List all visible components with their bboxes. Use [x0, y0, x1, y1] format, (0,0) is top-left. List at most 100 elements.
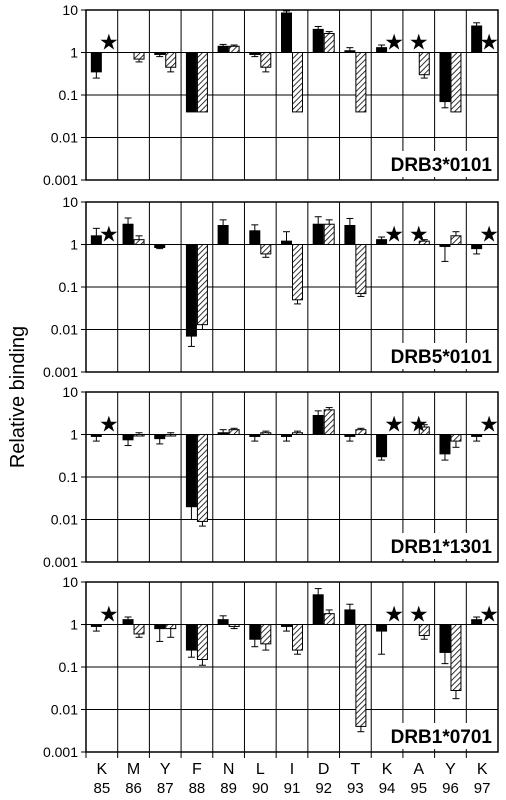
x-category-position: 88: [189, 780, 206, 795]
hatched-bar: [165, 434, 177, 437]
panel-title: DRB1*1301: [391, 537, 493, 558]
x-category-residue: Y: [445, 761, 456, 778]
hatched-bar: [418, 52, 430, 76]
solid-bar: [281, 12, 292, 54]
solid-bar: [312, 223, 324, 246]
hatched-bar: [355, 624, 367, 727]
panel-title: DRB5*0101: [391, 347, 493, 368]
hatched-bar: [355, 52, 367, 113]
significance-star-icon: ★: [99, 30, 119, 55]
x-category-residue: A: [413, 761, 424, 778]
y-axis-label: Relative binding: [7, 326, 29, 468]
solid-bar: [439, 434, 451, 455]
solid-bar: [439, 52, 451, 103]
x-category-position: 95: [410, 780, 427, 795]
solid-bar: [281, 240, 292, 245]
solid-bar: [122, 434, 134, 441]
hatched-bar: [133, 434, 145, 437]
x-category-position: 94: [379, 780, 396, 795]
hatched-bar: [260, 624, 272, 645]
x-category-position: 89: [220, 780, 237, 795]
x-category-residue: I: [290, 761, 294, 778]
hatched-bar: [292, 244, 303, 301]
solid-bar: [122, 619, 134, 626]
hatched-bar: [450, 624, 462, 691]
y-tick-label: 10: [62, 574, 78, 590]
y-tick-label: 0.1: [59, 659, 79, 675]
panel-title-bg: [373, 723, 495, 749]
panel-title: DRB1*0701: [391, 727, 493, 748]
significance-star-icon: ★: [409, 412, 429, 437]
solid-bar: [217, 619, 229, 626]
significance-star-icon: ★: [99, 222, 119, 247]
y-tick-label: 0.001: [43, 172, 78, 188]
solid-bar: [154, 52, 166, 55]
x-category-position: 97: [474, 780, 491, 795]
solid-bar: [249, 434, 261, 437]
panel-title-bg: [373, 343, 495, 369]
solid-bar: [281, 624, 292, 627]
solid-bar: [185, 624, 197, 651]
hatched-bar: [228, 624, 240, 627]
y-tick-label: 10: [62, 384, 78, 400]
panel-title-bg: [373, 151, 495, 177]
solid-bar: [185, 434, 197, 508]
solid-bar: [376, 434, 388, 458]
hatched-bar: [450, 434, 462, 442]
solid-bar: [439, 244, 451, 247]
solid-bar: [312, 594, 324, 625]
solid-bar: [185, 244, 197, 337]
x-category-position: 96: [442, 780, 459, 795]
x-category-position: 92: [315, 780, 332, 795]
y-tick-label: 10: [62, 2, 78, 18]
solid-bar: [217, 224, 229, 246]
solid-bar: [344, 609, 356, 625]
solid-bar: [90, 52, 102, 73]
x-category-residue: F: [192, 761, 202, 778]
significance-star-icon: ★: [409, 30, 429, 55]
panel-title-bg: [373, 533, 495, 559]
hatched-bar: [196, 624, 208, 661]
hatched-bar: [450, 52, 462, 113]
x-category-residue: T: [350, 761, 360, 778]
y-tick-label: 0.01: [51, 702, 78, 718]
significance-star-icon: ★: [99, 412, 119, 437]
y-tick-label: 1: [70, 427, 78, 443]
y-tick-label: 10: [62, 194, 78, 210]
solid-bar: [439, 624, 451, 653]
x-category-position: 85: [94, 780, 111, 795]
y-tick-label: 0.1: [59, 469, 79, 485]
y-tick-label: 1: [70, 237, 78, 253]
hatched-bar: [323, 613, 335, 626]
hatched-bar: [196, 434, 208, 522]
x-category-position: 91: [284, 780, 301, 795]
solid-bar: [344, 434, 356, 437]
y-tick-label: 0.001: [43, 364, 78, 380]
hatched-bar: [165, 52, 177, 68]
hatched-bar: [323, 409, 335, 435]
hatched-bar: [260, 52, 272, 68]
y-tick-label: 0.001: [43, 744, 78, 760]
hatched-bar: [450, 235, 462, 246]
significance-star-icon: ★: [99, 602, 119, 627]
hatched-bar: [196, 52, 208, 113]
solid-bar: [217, 45, 229, 53]
solid-bar: [344, 50, 356, 53]
hatched-bar: [292, 52, 303, 113]
x-category-residue: L: [256, 761, 265, 778]
x-category-residue: Y: [160, 761, 171, 778]
hatched-bar: [133, 624, 145, 635]
y-tick-label: 1: [70, 617, 78, 633]
solid-bar: [217, 432, 229, 436]
y-tick-label: 0.001: [43, 554, 78, 570]
panel-title: DRB3*0101: [391, 155, 493, 176]
significance-star-icon: ★: [384, 222, 404, 247]
hatched-bar: [133, 52, 145, 60]
solid-bar: [249, 624, 261, 640]
solid-bar: [154, 624, 166, 630]
y-tick-label: 0.1: [59, 279, 79, 295]
x-category-position: 86: [125, 780, 142, 795]
